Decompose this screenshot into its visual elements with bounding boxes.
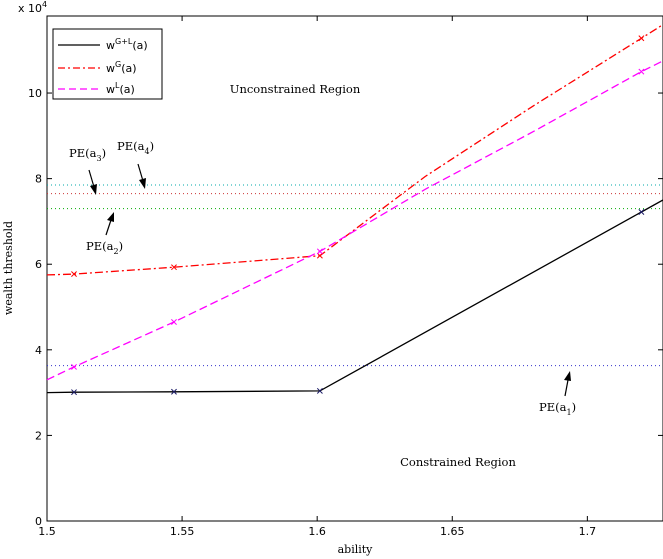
series-line-1 [46,199,663,394]
y-tick-label-2: 2 [35,429,42,442]
constrained-region-label: Constrained Region [400,455,516,469]
legend-label-wl: wL(a) [106,81,135,96]
arrow-pe-a4 [137,163,146,189]
series-line-2 [46,24,663,276]
y-tick-label-3: 4 [35,344,42,357]
pe-a3-label: PE(a3) [69,146,106,163]
series-layer [46,24,663,394]
axis-multiplier: x 104 [18,0,47,15]
series-2-marker-2 [171,264,177,271]
marker-layer [71,35,645,396]
y-axis-label: wealth threshold [2,221,15,315]
plot-frame [46,15,663,522]
reference-lines [47,184,663,367]
pe-a1-label: PE(a1) [539,400,576,417]
series-2-marker-3 [316,252,323,259]
series-2-marker-4 [638,35,645,42]
x-axis-label: ability [338,543,374,556]
series-3-marker-3 [316,248,323,255]
unconstrained-region-label: Unconstrained Region [230,82,361,96]
arrow-pe-a2 [105,212,114,236]
x-tick-label-2: 1.55 [170,525,195,538]
x-tick-label-4: 1.65 [440,525,465,538]
series-line-3 [46,60,663,381]
tick-layer: 1.5 1.55 1.6 1.65 1.7 0 2 4 6 8 10 [28,16,663,538]
series-1-marker-2 [171,388,177,395]
legend: wG+L(a) wG(a) wL(a) [52,28,163,100]
series-2-marker-1 [71,271,77,278]
x-tick-label-3: 1.6 [308,525,326,538]
series-1-marker-4 [638,209,645,215]
arrow-pe-a1 [564,371,571,397]
x-tick-label-5: 1.7 [579,525,597,538]
series-3-marker-2 [171,319,177,325]
y-tick-label-5: 8 [35,173,42,186]
pe-a4-label: PE(a4) [117,139,154,156]
x-tick-label-1: 1.5 [38,525,56,538]
y-tick-label-4: 6 [35,258,42,271]
y-tick-label-6: 10 [28,87,42,100]
legend-label-wg: wG(a) [106,60,137,75]
legend-label-wgl: wG+L(a) [106,37,148,52]
series-1-marker-3 [316,387,323,394]
series-3-marker-1 [71,363,77,370]
pe-a2-label: PE(a2) [86,239,123,256]
series-3-marker-4 [638,68,645,75]
series-1-marker-1 [71,389,77,396]
arrow-pe-a3 [88,169,97,195]
annotation-arrows [88,163,571,397]
y-tick-label-1: 0 [35,515,42,528]
legend-box [52,28,163,100]
